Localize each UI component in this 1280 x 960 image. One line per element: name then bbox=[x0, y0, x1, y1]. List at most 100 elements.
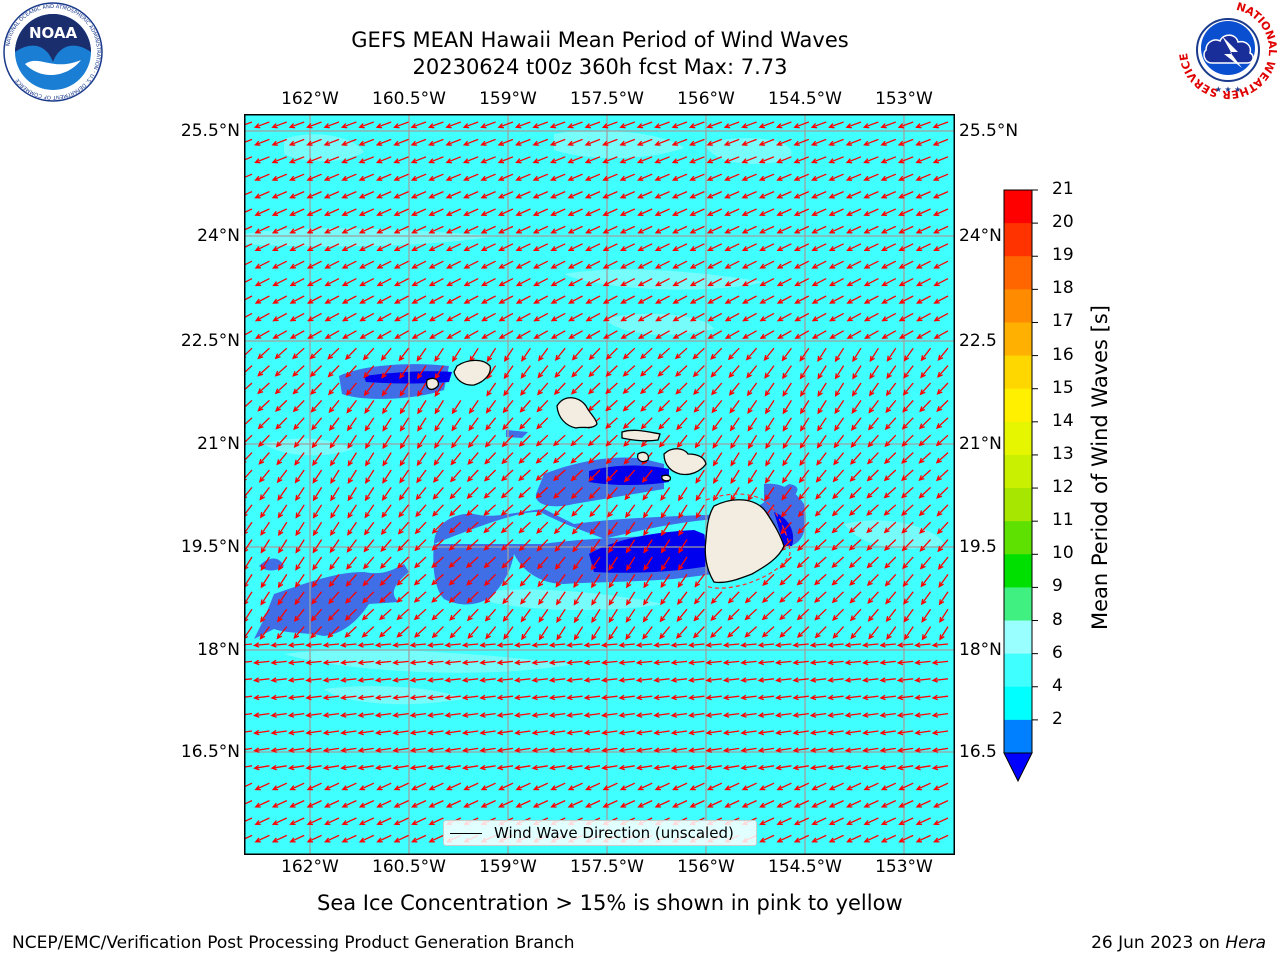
direction-arrow bbox=[896, 712, 914, 718]
direction-arrow bbox=[903, 347, 914, 362]
direction-arrow bbox=[289, 817, 305, 826]
direction-arrow bbox=[672, 800, 688, 808]
direction-arrow bbox=[863, 191, 879, 199]
direction-arrow bbox=[461, 642, 479, 648]
direction-arrow bbox=[747, 400, 758, 415]
colorbar-title: Mean Period of Wind Waves [s] bbox=[1088, 305, 1112, 630]
direction-arrow bbox=[271, 243, 288, 251]
direction-arrow bbox=[935, 434, 949, 447]
direction-arrow bbox=[306, 243, 322, 251]
colorbar-segment bbox=[1004, 322, 1032, 357]
direction-arrow bbox=[937, 539, 949, 553]
direction-arrow bbox=[409, 694, 427, 701]
direction-arrow bbox=[585, 225, 601, 234]
direction-arrow bbox=[797, 521, 810, 535]
direction-arrow bbox=[278, 521, 288, 537]
direction-arrow bbox=[879, 694, 896, 701]
direction-arrow bbox=[381, 365, 392, 379]
direction-arrow bbox=[846, 782, 862, 791]
direction-arrow bbox=[660, 591, 671, 606]
direction-arrow bbox=[862, 747, 879, 753]
direction-arrow bbox=[845, 138, 862, 146]
direction-arrow bbox=[515, 191, 531, 199]
direction-arrow bbox=[413, 608, 427, 621]
direction-arrow bbox=[288, 121, 305, 129]
direction-arrow bbox=[450, 469, 462, 483]
direction-arrow bbox=[793, 208, 810, 216]
lat-label-left-4: 21°N bbox=[197, 434, 240, 454]
direction-arrow bbox=[620, 330, 636, 339]
direction-arrow bbox=[688, 138, 705, 146]
direction-arrow bbox=[277, 556, 288, 571]
direction-arrow bbox=[758, 156, 775, 164]
direction-arrow bbox=[915, 834, 931, 843]
direction-arrow bbox=[660, 556, 671, 571]
direction-arrow bbox=[344, 347, 357, 361]
direction-arrow bbox=[591, 591, 601, 606]
direction-arrow bbox=[536, 539, 549, 552]
direction-arrow bbox=[689, 243, 705, 251]
direction-arrow bbox=[706, 800, 723, 808]
direction-arrow bbox=[485, 417, 497, 431]
direction-arrow bbox=[409, 659, 427, 666]
direction-arrow bbox=[461, 729, 479, 736]
direction-arrow bbox=[896, 729, 914, 736]
direction-arrow bbox=[410, 138, 427, 146]
direction-arrow bbox=[800, 417, 810, 432]
direction-arrow bbox=[831, 539, 845, 551]
direction-arrow bbox=[883, 486, 897, 499]
direction-arrow bbox=[521, 626, 531, 641]
direction-arrow bbox=[672, 225, 688, 234]
direction-arrow bbox=[449, 608, 462, 621]
direction-arrow bbox=[324, 330, 340, 339]
direction-arrow bbox=[675, 399, 688, 413]
direction-arrow bbox=[444, 747, 461, 753]
direction-arrow bbox=[671, 121, 688, 129]
direction-arrow bbox=[707, 330, 723, 339]
direction-arrow bbox=[295, 487, 305, 502]
svg-text:★ ★ ★: ★ ★ ★ bbox=[1215, 85, 1242, 94]
direction-arrow bbox=[399, 452, 410, 467]
direction-arrow bbox=[254, 208, 270, 216]
direction-arrow bbox=[724, 208, 740, 216]
direction-arrow bbox=[500, 486, 514, 499]
direction-arrow bbox=[741, 208, 757, 216]
direction-arrow bbox=[740, 642, 757, 648]
direction-arrow bbox=[272, 260, 288, 269]
direction-arrow bbox=[712, 434, 723, 449]
direction-arrow bbox=[379, 556, 392, 569]
direction-arrow bbox=[775, 677, 792, 683]
direction-arrow bbox=[863, 208, 879, 216]
direction-arrow bbox=[271, 121, 288, 129]
direction-arrow bbox=[863, 173, 879, 181]
colorbar-tick-label: 6 bbox=[1052, 642, 1063, 663]
direction-arrow bbox=[695, 469, 705, 484]
direction-arrow bbox=[500, 504, 514, 516]
direction-arrow bbox=[515, 312, 531, 322]
direction-arrow bbox=[503, 382, 514, 397]
direction-arrow bbox=[378, 608, 392, 621]
direction-arrow bbox=[479, 694, 496, 701]
direction-arrow bbox=[710, 608, 723, 622]
direction-arrow bbox=[741, 138, 757, 146]
direction-arrow bbox=[688, 642, 705, 648]
direction-arrow bbox=[515, 243, 531, 251]
direction-arrow bbox=[583, 747, 601, 753]
direction-arrow bbox=[933, 243, 949, 251]
direction-arrow bbox=[566, 764, 583, 771]
direction-arrow bbox=[260, 608, 270, 623]
direction-arrow bbox=[740, 729, 757, 736]
direction-arrow bbox=[257, 434, 270, 448]
direction-arrow bbox=[393, 173, 409, 181]
direction-arrow bbox=[915, 191, 931, 199]
direction-arrow bbox=[362, 573, 375, 587]
direction-arrow bbox=[414, 539, 427, 552]
direction-arrow bbox=[376, 834, 392, 843]
direction-arrow bbox=[376, 173, 392, 181]
direction-arrow bbox=[341, 782, 357, 791]
direction-arrow bbox=[322, 694, 340, 701]
direction-arrow bbox=[329, 521, 340, 537]
direction-arrow bbox=[324, 243, 340, 251]
direction-arrow bbox=[480, 225, 496, 234]
direction-arrow bbox=[346, 400, 357, 414]
